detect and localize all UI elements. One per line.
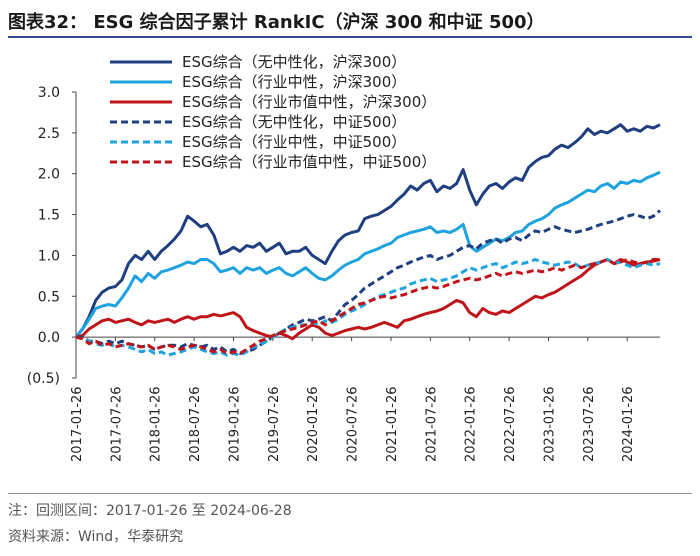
footer-divider [8, 493, 692, 494]
series-line-2 [74, 170, 661, 339]
line-chart: 3.0 2.5 2.0 1.5 1.0 0.5 0.0 (0.5) 2017-01-26 2017… [27, 53, 661, 462]
x-tick-label: 2021-07-26 [424, 386, 439, 462]
x-tick-label: 2019-07-26 [267, 386, 282, 462]
x-tick-label: 2021-01-26 [385, 386, 400, 462]
y-tick-label: 3.0 [38, 85, 60, 101]
y-tick-label: 2.0 [38, 167, 60, 183]
backtest-note: 注：回测区间：2017-01-26 至 2024-06-28 [8, 503, 292, 519]
x-tick-label: 2023-07-26 [582, 386, 597, 462]
y-tick-label: 2.5 [38, 126, 60, 142]
x-tick-label: 2022-01-26 [464, 386, 479, 462]
y-tick-label: 0.5 [38, 289, 60, 305]
x-tick-label: 2018-07-26 [188, 386, 203, 462]
x-tick-label: 2022-07-26 [503, 386, 518, 462]
x-tick-label: 2017-07-26 [109, 386, 124, 462]
series-line-3 [75, 258, 661, 341]
y-tick-label: 0.0 [38, 330, 60, 346]
legend-label-1: ESG综合（无中性化，沪深300） [182, 53, 406, 71]
legend-label-6: ESG综合（行业市值中性，中证500） [182, 153, 436, 171]
x-tick-label: 2024-01-26 [621, 386, 636, 462]
x-tick-label: 2019-01-26 [227, 386, 242, 462]
x-tick-label: 2017-01-26 [70, 386, 85, 462]
y-tick-label: (0.5) [27, 371, 60, 387]
legend-label-4: ESG综合（无中性化，中证500） [182, 113, 406, 131]
x-tick-label: 2020-01-26 [306, 386, 321, 462]
legend-label-3: ESG综合（行业市值中性，沪深300） [182, 93, 436, 111]
legend-label-2: ESG综合（行业中性，沪深300） [182, 73, 406, 91]
x-tick-label: 2023-01-26 [542, 386, 557, 462]
legend-label-5: ESG综合（行业中性，中证500） [182, 133, 406, 151]
y-tick-label: 1.5 [38, 208, 60, 224]
chart-title: 图表32： ESG 综合因子累计 RankIC（沪深 300 和中证 500） [8, 12, 545, 33]
series-line-1 [74, 123, 661, 339]
y-tick-label: 1.0 [38, 248, 60, 264]
x-tick-label: 2020-07-26 [346, 386, 361, 462]
series-line-5 [75, 258, 661, 357]
source-note: 资料来源：Wind，华泰研究 [8, 529, 184, 545]
x-tick-label: 2018-01-26 [149, 386, 164, 462]
title-divider [8, 36, 692, 38]
series-line-6 [75, 258, 660, 355]
